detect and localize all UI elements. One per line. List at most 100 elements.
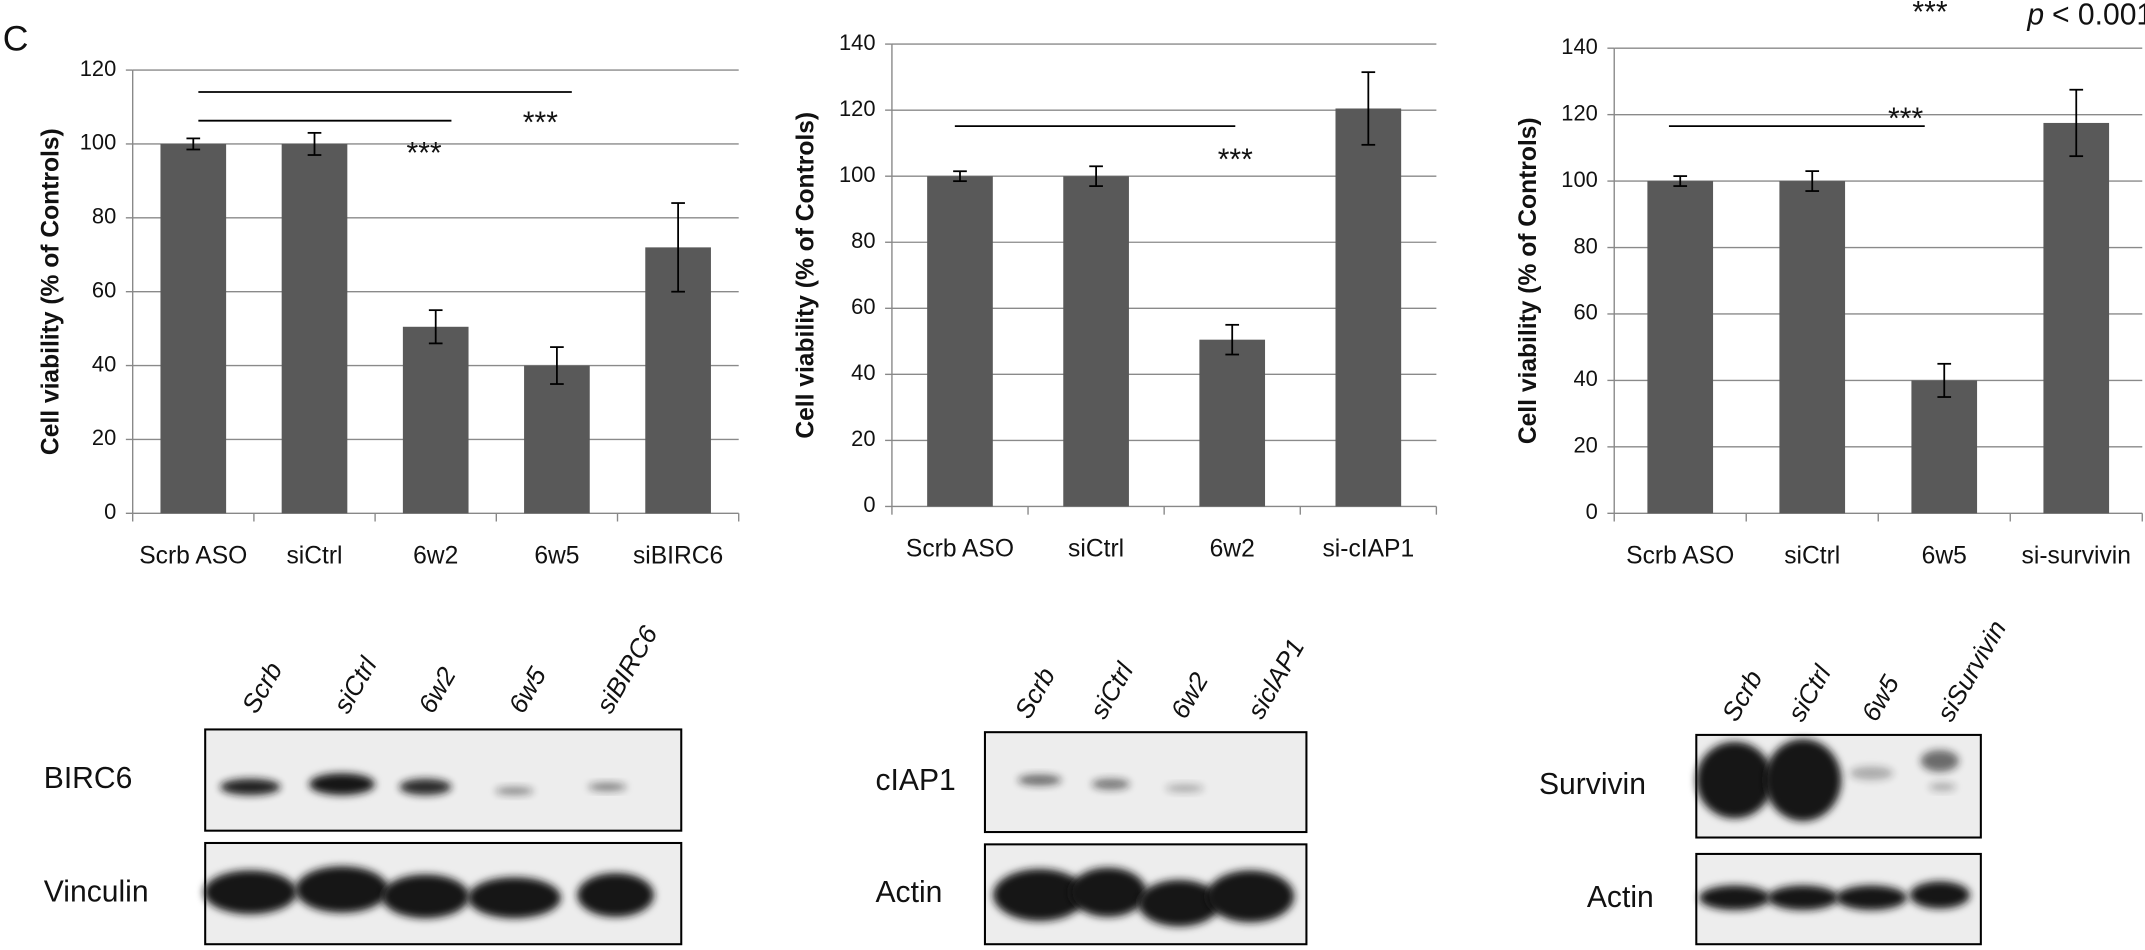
- bar: [524, 365, 590, 514]
- y-axis-label: Cell viability (% of Controls): [1515, 117, 1542, 444]
- blot-band: [495, 786, 534, 796]
- blot-band: [577, 873, 654, 917]
- bar: [927, 176, 993, 507]
- x-tick-label: 6w5: [534, 543, 579, 570]
- y-tick-label: 0: [104, 499, 116, 524]
- lane-label: siCtrl: [1781, 659, 1837, 726]
- blot-band: [1909, 881, 1970, 909]
- blot-band: [220, 778, 281, 796]
- blot-band: [1835, 885, 1907, 911]
- y-tick-label: 0: [863, 492, 875, 517]
- y-axis-label: Cell viability (% of Controls): [37, 128, 64, 455]
- blot-panel: [204, 728, 683, 832]
- row-label: cIAP1: [876, 764, 956, 797]
- error-bar: [953, 170, 967, 183]
- x-tick-label: Scrb ASO: [139, 543, 247, 570]
- bar: [1335, 108, 1402, 507]
- blot-band: [1206, 870, 1295, 923]
- y-tick-label: 120: [1561, 100, 1598, 125]
- bar: [1199, 339, 1266, 507]
- lane-label: 6w2: [1164, 667, 1214, 724]
- y-tick-label: 40: [92, 351, 116, 376]
- x-tick-label: Scrb ASO: [1626, 543, 1734, 570]
- error-bar: [1361, 71, 1376, 146]
- y-tick-label: 80: [92, 204, 116, 229]
- blot-band: [1091, 778, 1130, 790]
- bar: [1063, 176, 1129, 507]
- bar: [160, 143, 227, 514]
- note-p: p: [2026, 0, 2044, 32]
- y-tick-label: 40: [1573, 366, 1597, 391]
- blot-band: [1138, 879, 1221, 927]
- x-tick-label: 6w2: [1210, 536, 1255, 563]
- panel-label: C: [3, 19, 29, 59]
- blot-band: [1699, 885, 1771, 911]
- error-bar: [2069, 88, 2084, 158]
- y-tick-label: 100: [839, 162, 876, 187]
- error-bar: [1805, 170, 1820, 192]
- y-axis-label: Cell viability (% of Controls): [793, 112, 820, 439]
- y-tick-label: 60: [1573, 300, 1597, 325]
- bar: [281, 143, 348, 514]
- lane-label: 6w5: [1855, 670, 1905, 727]
- y-tick-label: 0: [1586, 499, 1598, 524]
- error-bar: [1089, 165, 1103, 187]
- row-label: Actin: [1587, 881, 1654, 914]
- lane-label: 6w2: [412, 661, 462, 718]
- y-tick-label: 100: [80, 130, 117, 155]
- y-tick-label: 60: [851, 294, 875, 319]
- bar: [1647, 181, 1714, 514]
- y-tick-label: 120: [839, 96, 876, 121]
- annotation: ***: [523, 107, 558, 140]
- y-tick-label: 140: [839, 30, 876, 55]
- y-tick-label: 140: [1561, 34, 1598, 59]
- blot-band: [1928, 782, 1957, 792]
- blot-band: [588, 782, 627, 792]
- lane-label: siBIRC6: [590, 620, 664, 718]
- x-tick-label: si-cIAP1: [1323, 536, 1415, 563]
- bar: [402, 326, 469, 514]
- blot-band: [1696, 741, 1773, 819]
- blot-band: [309, 773, 375, 796]
- x-tick-label: Scrb ASO: [906, 536, 1014, 563]
- error-bar: [550, 346, 564, 385]
- lane-label: Scrb: [1008, 662, 1061, 723]
- error-bar: [671, 202, 685, 293]
- annotation: ***: [1218, 144, 1253, 177]
- note-stars: ***: [1912, 0, 1947, 29]
- row-label: Actin: [876, 876, 943, 909]
- annotation: ***: [1888, 103, 1923, 136]
- y-tick-label: 20: [851, 426, 875, 451]
- error-bar: [1225, 323, 1240, 356]
- blot-band: [203, 870, 297, 915]
- blot-band: [467, 877, 561, 919]
- error-bar: [1673, 175, 1688, 187]
- bar: [2043, 122, 2110, 514]
- x-tick-label: siBIRC6: [633, 543, 723, 570]
- y-tick-label: 100: [1561, 167, 1598, 192]
- row-label: BIRC6: [44, 762, 133, 795]
- error-bar: [307, 131, 322, 156]
- row-label: Vinculin: [44, 876, 149, 909]
- bar: [1911, 380, 1978, 514]
- lane-label: Scrb: [1716, 665, 1769, 726]
- error-bar: [428, 309, 443, 345]
- blot-band: [1920, 749, 1959, 772]
- x-tick-label: 6w5: [1922, 543, 1967, 570]
- annotation: ***: [407, 137, 442, 170]
- lane-label: Scrb: [235, 657, 288, 718]
- blot-band: [1764, 739, 1842, 822]
- y-tick-label: 20: [92, 425, 116, 450]
- blot-band: [1069, 867, 1147, 917]
- x-tick-label: siCtrl: [286, 543, 342, 570]
- blot-band: [993, 868, 1087, 921]
- note-text: < 0.001: [2052, 0, 2145, 32]
- y-tick-label: 80: [1573, 233, 1597, 258]
- lane-label: siCtrl: [1084, 656, 1140, 723]
- blot-band: [1849, 766, 1894, 781]
- x-tick-label: 6w2: [413, 543, 458, 570]
- x-tick-label: siCtrl: [1784, 543, 1840, 570]
- error-bar: [186, 137, 201, 151]
- blot-band: [1017, 774, 1062, 786]
